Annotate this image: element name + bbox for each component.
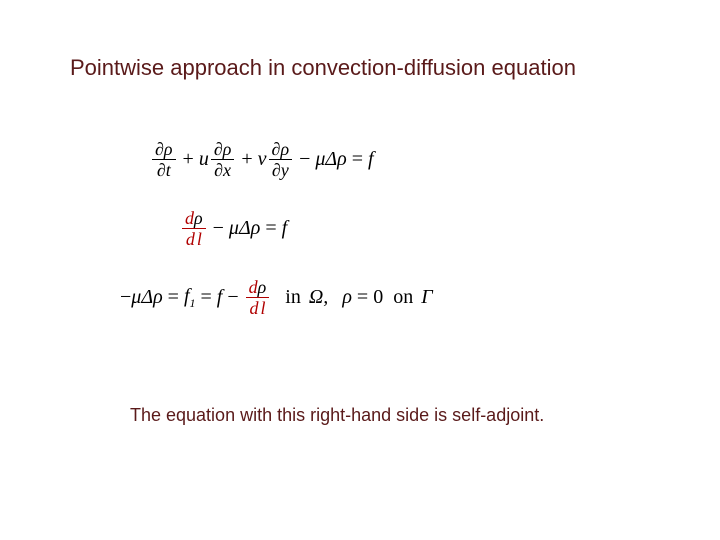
rho-black: ρ <box>194 208 203 228</box>
l-red: l <box>197 229 202 249</box>
var-mu: μ <box>131 286 141 309</box>
laplacian-rho: Δρ <box>141 286 162 309</box>
plus-op: + <box>241 148 252 171</box>
minus-op: − <box>299 148 310 171</box>
footer-text: The equation with this right-hand side i… <box>130 405 544 426</box>
slide-title: Pointwise approach in convection-diffusi… <box>70 55 660 81</box>
var-v: v <box>258 148 267 171</box>
d-red: d <box>186 229 195 249</box>
d-red: d <box>249 277 258 297</box>
zero: 0 <box>373 286 383 309</box>
equals-op: = <box>265 217 276 240</box>
d-red: d <box>185 208 194 228</box>
minus-op: − <box>213 217 224 240</box>
fraction-drho-dl-red: dρ dl <box>182 209 206 248</box>
fraction-drho-dl-red: dρ dl <box>246 278 270 317</box>
var-mu: μ <box>315 148 325 171</box>
equation-2: dρ dl − μ Δρ = f <box>180 209 433 248</box>
text-in: in <box>285 286 301 309</box>
slide: Pointwise approach in convection-diffusi… <box>0 0 720 540</box>
var-u: u <box>199 148 209 171</box>
var-mu: μ <box>229 217 239 240</box>
equals-op: = <box>201 286 212 309</box>
l-red: l <box>260 298 265 318</box>
laplacian-rho: Δρ <box>239 217 260 240</box>
var-f: f <box>217 286 223 309</box>
equation-3: − μ Δρ = f1 = f − dρ dl in Ω, ρ = 0 <box>120 278 433 317</box>
equals-op: = <box>357 286 368 309</box>
var-f: f <box>282 217 288 240</box>
var-f: f <box>368 148 374 171</box>
plus-op: + <box>183 148 194 171</box>
equation-1: ∂ρ ∂t + u ∂ρ ∂x + v ∂ρ ∂y − μ Δρ = f <box>150 140 433 179</box>
laplacian-rho: Δρ <box>325 148 346 171</box>
d-red: d <box>249 298 258 318</box>
equals-op: = <box>352 148 363 171</box>
rho-black: ρ <box>258 277 267 297</box>
fraction-drho-dt: ∂ρ ∂t <box>152 140 176 179</box>
fraction-drho-dx: ∂ρ ∂x <box>211 140 235 179</box>
symbol-gamma: Γ <box>421 286 432 309</box>
equals-op: = <box>168 286 179 309</box>
minus-op: − <box>227 286 238 309</box>
text-on: on <box>393 286 413 309</box>
var-f1: f1 <box>184 285 196 311</box>
fraction-drho-dy: ∂ρ ∂y <box>269 140 293 179</box>
var-rho: ρ <box>342 286 352 309</box>
minus-op: − <box>120 286 131 309</box>
equations-area: ∂ρ ∂t + u ∂ρ ∂x + v ∂ρ ∂y − μ Δρ = f <box>150 140 433 347</box>
symbol-omega: Ω, <box>309 286 328 309</box>
